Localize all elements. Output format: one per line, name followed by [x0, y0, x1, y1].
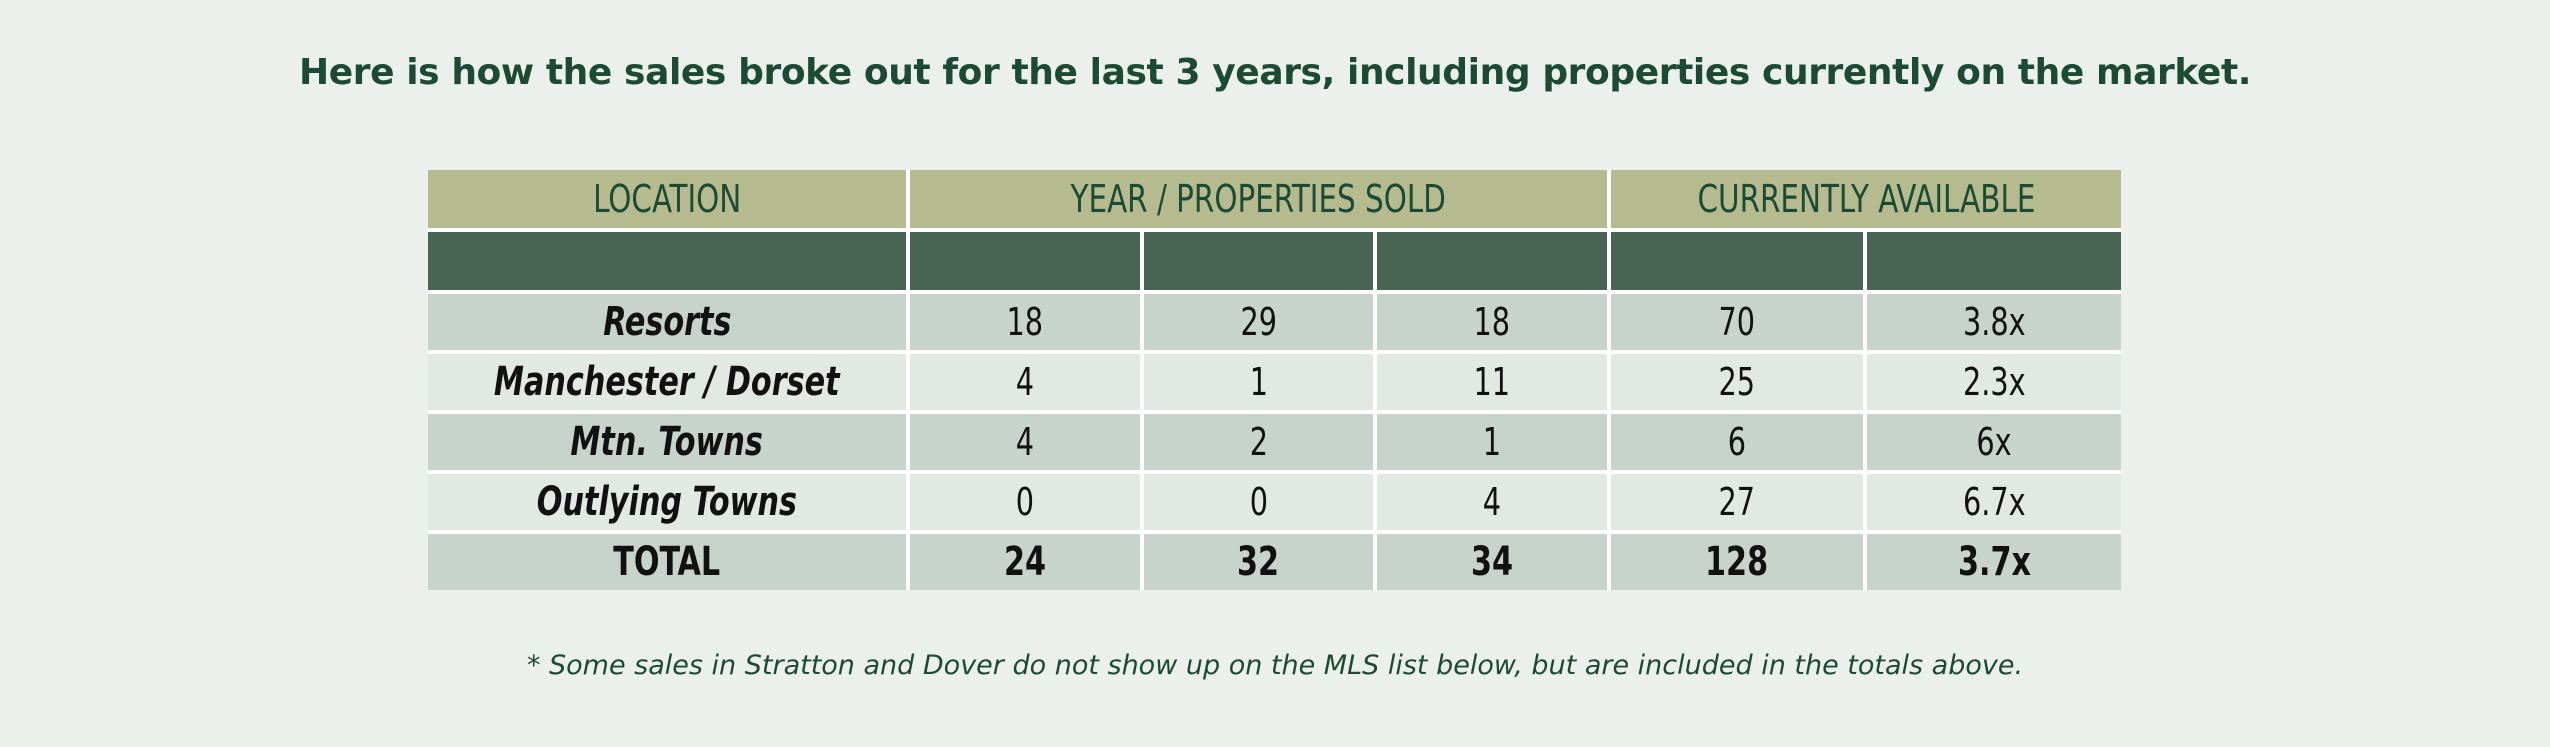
year-2-cell: 2 [1140, 410, 1377, 474]
table-header-row: LOCATION YEAR / PROPERTIES SOLD CURRENTL… [428, 170, 2121, 232]
total-ratio-cell: 3.7x [1863, 530, 2121, 590]
year-3-cell: 4 [1373, 470, 1611, 534]
total-year-3-cell: 34 [1373, 530, 1611, 590]
ratio-cell: 6.7x [1863, 470, 2121, 534]
year-2-cell: 1 [1140, 350, 1377, 414]
table-subheader-row [428, 228, 2121, 294]
year-3-cell: 1 [1373, 410, 1611, 474]
footnote: * Some sales in Stratton and Dover do no… [526, 650, 2024, 681]
table-total-row: TOTAL 24 32 34 128 3.7x [428, 530, 2121, 590]
total-year-2-cell: 32 [1140, 530, 1377, 590]
subheader-cell [1863, 228, 2121, 294]
header-year-sold: YEAR / PROPERTIES SOLD [906, 170, 1611, 232]
year-1-cell: 4 [906, 350, 1144, 414]
header-location: LOCATION [428, 170, 910, 232]
total-year-1-cell: 24 [906, 530, 1144, 590]
year-3-cell: 18 [1373, 290, 1611, 354]
year-1-cell: 18 [906, 290, 1144, 354]
subheader-cell [428, 228, 910, 294]
year-2-cell: 29 [1140, 290, 1377, 354]
location-cell: Manchester / Dorset [428, 350, 910, 414]
subheader-cell [1373, 228, 1611, 294]
table-row: Resorts 18 29 18 70 3.8x [428, 290, 2121, 354]
available-cell: 70 [1607, 290, 1867, 354]
table-row: Manchester / Dorset 4 1 11 25 2.3x [428, 350, 2121, 414]
total-available-cell: 128 [1607, 530, 1867, 590]
location-cell: Mtn. Towns [428, 410, 910, 474]
ratio-cell: 6x [1863, 410, 2121, 474]
sales-table: LOCATION YEAR / PROPERTIES SOLD CURRENTL… [428, 170, 2121, 590]
table-row: Outlying Towns 0 0 4 27 6.7x [428, 470, 2121, 534]
available-cell: 6 [1607, 410, 1867, 474]
subheader-cell [906, 228, 1144, 294]
available-cell: 25 [1607, 350, 1867, 414]
year-3-cell: 11 [1373, 350, 1611, 414]
location-cell: Resorts [428, 290, 910, 354]
ratio-cell: 2.3x [1863, 350, 2121, 414]
page-heading: Here is how the sales broke out for the … [298, 52, 2252, 93]
location-cell: Outlying Towns [428, 470, 910, 534]
header-available: CURRENTLY AVAILABLE [1607, 170, 2121, 232]
ratio-cell: 3.8x [1863, 290, 2121, 354]
year-1-cell: 0 [906, 470, 1144, 534]
year-2-cell: 0 [1140, 470, 1377, 534]
subheader-cell [1607, 228, 1867, 294]
total-label-cell: TOTAL [428, 530, 910, 590]
year-1-cell: 4 [906, 410, 1144, 474]
subheader-cell [1140, 228, 1377, 294]
table-row: Mtn. Towns 4 2 1 6 6x [428, 410, 2121, 474]
available-cell: 27 [1607, 470, 1867, 534]
